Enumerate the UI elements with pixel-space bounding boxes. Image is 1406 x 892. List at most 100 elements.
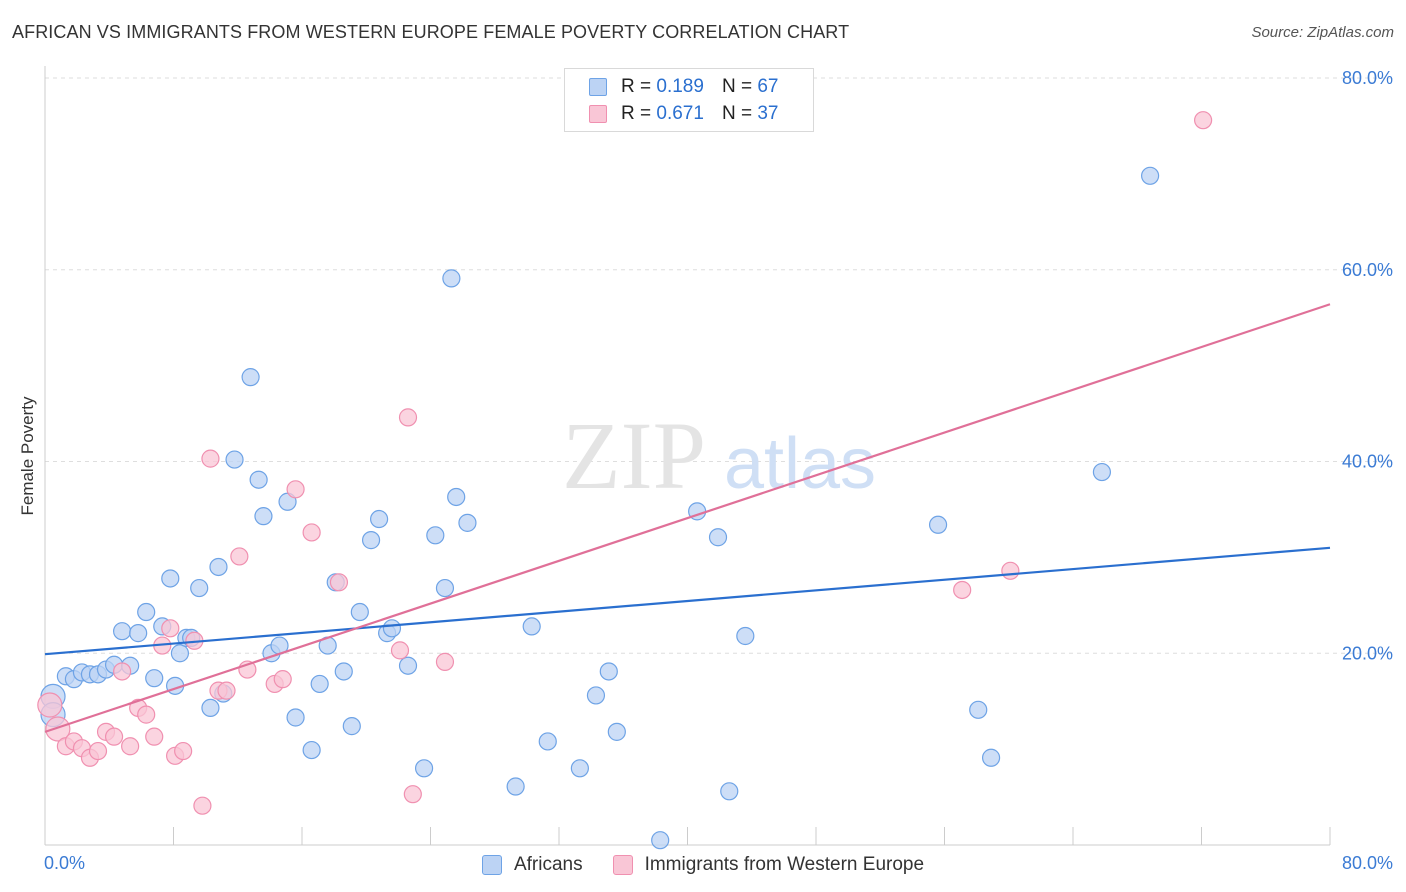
series-swatch-western-europe: [612, 855, 633, 875]
point-western-europe: [390, 641, 410, 660]
point-africans: [170, 644, 190, 663]
series-legend: Africans Immigrants from Western Europe: [0, 852, 1406, 878]
point-western-europe: [112, 662, 132, 681]
point-africans: [241, 368, 260, 387]
gridlines: [45, 77, 1392, 654]
point-africans: [720, 782, 739, 801]
point-western-europe: [37, 692, 63, 718]
chart-source: Source: ZipAtlas.com: [1251, 24, 1394, 41]
point-africans: [426, 526, 445, 545]
point-africans: [190, 578, 209, 598]
y-tick-label: 20.0%: [1342, 643, 1393, 663]
point-western-europe: [201, 449, 220, 468]
point-africans: [310, 674, 329, 694]
series-label-africans: Africans: [513, 854, 583, 875]
x-tick-label: 0.0%: [44, 853, 85, 873]
point-africans: [586, 686, 606, 705]
trend-lines: [44, 303, 1331, 733]
trend-line-africans: [44, 546, 1331, 656]
point-africans: [506, 777, 525, 796]
point-africans: [442, 269, 461, 288]
point-africans: [342, 717, 361, 736]
point-africans: [201, 698, 220, 717]
point-africans: [370, 509, 389, 529]
legend-r-value: 0.189: [656, 76, 704, 97]
data-points: [37, 111, 1213, 850]
point-western-europe: [104, 727, 124, 746]
point-africans: [447, 487, 466, 507]
point-western-europe: [137, 705, 156, 724]
series-swatch-africans: [481, 855, 502, 875]
point-western-europe: [953, 580, 972, 600]
point-africans: [458, 513, 477, 532]
point-western-europe: [273, 670, 292, 689]
y-tick-label: 80.0%: [1342, 68, 1393, 88]
legend-n-value: 37: [757, 103, 779, 124]
y-tick-label: 40.0%: [1342, 452, 1393, 472]
point-western-europe: [161, 619, 180, 638]
legend-swatch-western-europe: [589, 105, 607, 123]
point-western-europe: [145, 727, 164, 746]
point-africans: [361, 531, 381, 550]
point-africans: [112, 622, 132, 641]
point-africans: [286, 708, 305, 727]
point-africans: [161, 569, 180, 588]
point-africans: [651, 831, 670, 850]
point-africans: [398, 656, 418, 675]
series-legend-africans[interactable]: Africans: [481, 854, 583, 876]
point-western-europe: [121, 737, 140, 756]
point-western-europe: [1001, 561, 1020, 580]
legend-row-western-europe: R = 0.671 N = 37: [589, 103, 778, 125]
point-western-europe: [286, 480, 305, 499]
point-africans: [249, 470, 268, 489]
point-africans: [302, 740, 321, 760]
point-western-europe: [302, 523, 321, 542]
point-africans: [607, 722, 626, 741]
legend-n-label: N =: [721, 103, 753, 124]
point-africans: [334, 662, 353, 681]
y-tick-label: 60.0%: [1342, 260, 1393, 280]
point-western-europe: [174, 741, 193, 761]
legend-row-africans: R = 0.189 N = 67: [589, 76, 778, 98]
point-africans: [254, 507, 273, 526]
trend-line-western-europe: [44, 303, 1331, 733]
point-africans: [435, 578, 455, 598]
point-western-europe: [217, 681, 236, 700]
correlation-legend: R = 0.189 N = 67 R = 0.671 N = 37: [564, 68, 814, 132]
legend-n-label: N =: [721, 76, 753, 97]
watermark-zip: ZIP: [562, 402, 706, 509]
legend-n-value: 67: [757, 76, 779, 97]
legend-r-label: R =: [621, 76, 652, 97]
series-label-western-europe: Immigrants from Western Europe: [644, 854, 925, 875]
point-africans: [928, 515, 948, 534]
point-africans: [522, 617, 541, 636]
point-western-europe: [1194, 111, 1213, 130]
point-western-europe: [193, 796, 212, 815]
point-western-europe: [230, 547, 249, 566]
point-africans: [350, 602, 369, 622]
legend-swatch-africans: [589, 78, 607, 96]
point-africans: [209, 557, 228, 577]
tick-labels: 20.0% 40.0% 60.0% 80.0% 0.0% 80.0%: [44, 68, 1393, 873]
point-western-europe: [435, 652, 455, 671]
point-africans: [1140, 166, 1160, 185]
point-africans: [981, 748, 1001, 767]
point-africans: [538, 732, 557, 751]
point-western-europe: [403, 785, 422, 804]
x-tick-label: 80.0%: [1342, 853, 1393, 873]
point-africans: [414, 759, 434, 778]
legend-r-value: 0.671: [656, 103, 704, 124]
legend-r-label: R =: [621, 103, 652, 124]
point-africans: [382, 619, 402, 638]
point-africans: [225, 450, 244, 469]
point-africans: [1092, 462, 1112, 482]
point-africans: [129, 624, 148, 643]
point-africans: [969, 700, 988, 719]
point-africans: [570, 759, 589, 778]
chart-title: AFRICAN VS IMMIGRANTS FROM WESTERN EUROP…: [12, 22, 850, 42]
point-africans: [145, 669, 164, 688]
watermark: ZIP atlas: [562, 402, 876, 509]
point-africans: [137, 602, 156, 622]
series-legend-western-europe[interactable]: Immigrants from Western Europe: [612, 854, 925, 876]
